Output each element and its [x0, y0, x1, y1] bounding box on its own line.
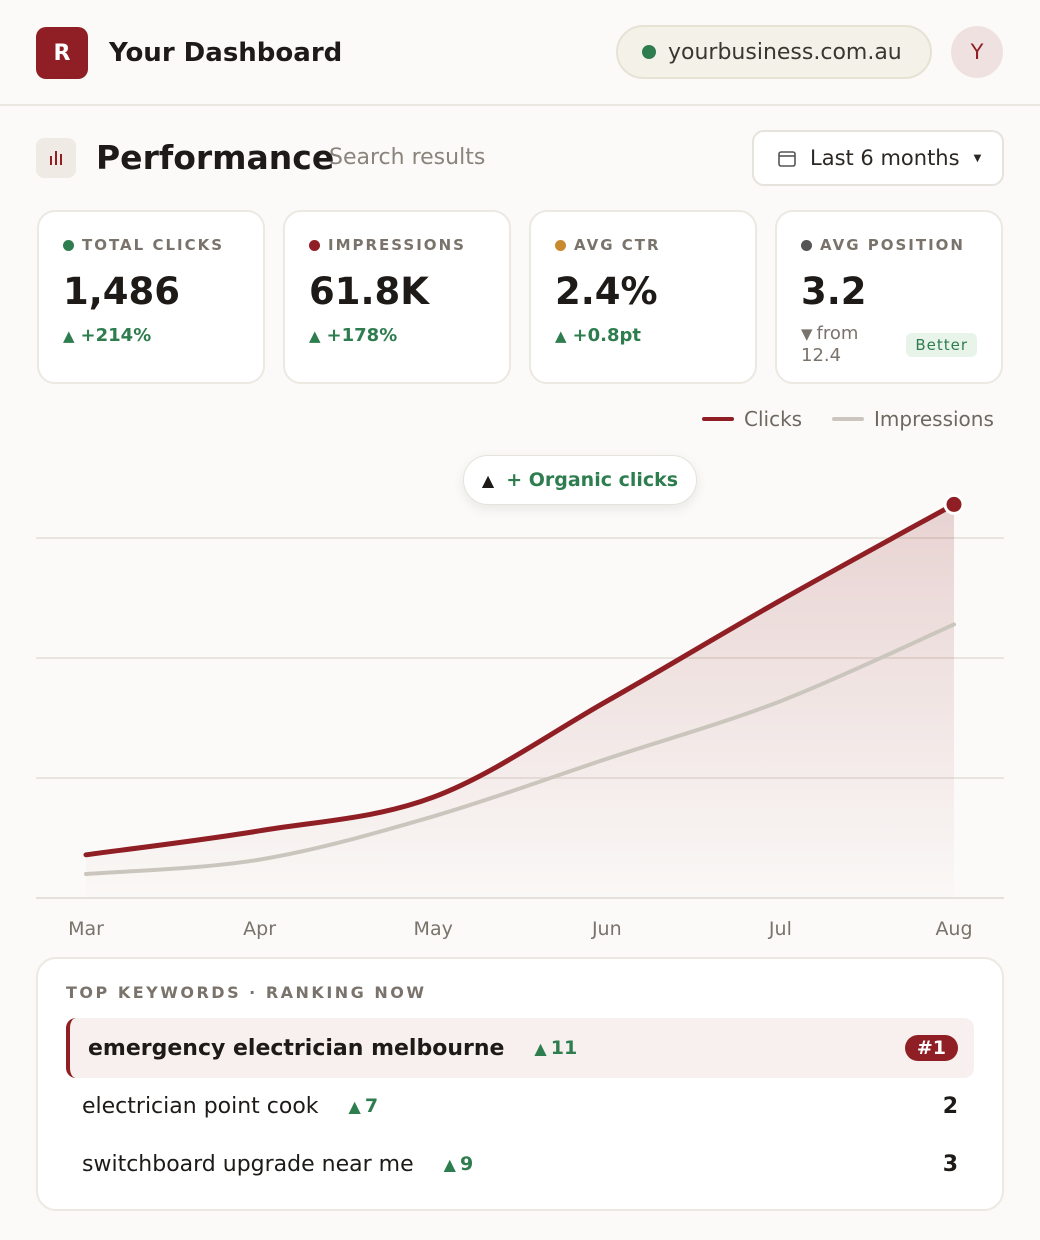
kpi-change: +0.8pt: [572, 325, 642, 346]
arrow-up: ▲: [534, 1039, 547, 1058]
section-title: Performance: [96, 138, 335, 177]
keyword-change-value: 7: [364, 1095, 379, 1117]
keyword-rank: #1: [904, 1035, 958, 1061]
kpi-label-row: AVG POSITION: [801, 236, 977, 254]
kpi-change: +214%: [80, 325, 152, 346]
range-select[interactable]: Last 6 months ▼: [752, 130, 1004, 186]
arrow-up: ▲: [555, 327, 567, 345]
arrow-up: ▲: [348, 1097, 361, 1116]
site-pill[interactable]: yourbusiness.com.au: [616, 25, 932, 79]
kpi-change: +178%: [326, 325, 398, 346]
divider: [0, 104, 1040, 106]
arrow-up: ▲: [443, 1155, 456, 1174]
line: [84, 622, 956, 876]
arrow-up: ▲: [309, 327, 321, 345]
title: Your Dashboard: [109, 38, 343, 68]
kpi-card: AVG POSITION 3.2 ▼ from 12.4 Better: [775, 210, 1003, 384]
x-tick-label: Jun: [591, 918, 622, 940]
keyword-rank: 3: [942, 1151, 958, 1177]
keyword-change: ▲ 9: [444, 1153, 474, 1175]
keywords-title: TOP KEYWORDS · RANKING NOW: [66, 983, 427, 1002]
perf-icon: [36, 138, 76, 178]
kpi-label: IMPRESSIONS: [328, 236, 466, 254]
keyword-change: ▲ 7: [349, 1095, 379, 1117]
kpi-dot: [63, 239, 74, 251]
kpi-label: TOTAL CLICKS: [82, 236, 225, 254]
legend-label: Clicks: [744, 407, 802, 431]
keyword: electrician point cook: [82, 1093, 319, 1119]
kpi-value: 61.8K: [309, 270, 429, 313]
kpi-label: AVG POSITION: [820, 236, 965, 254]
site: yourbusiness.com.au: [668, 39, 902, 65]
kpi-card: TOTAL CLICKS 1,486 ▲ +214%: [37, 210, 265, 384]
x-tick-label: May: [414, 918, 453, 940]
chart: Mar Apr May Jun Jul Aug Clicks Impressions: [36, 407, 1004, 940]
keyword-row: emergency electrician melbourne ▲ 11 #1: [66, 1018, 974, 1078]
keyword: switchboard upgrade near me: [82, 1151, 414, 1177]
keyword-row: switchboard upgrade near me ▲ 9 3: [66, 1134, 974, 1194]
keyword-change: ▲ 11: [534, 1037, 577, 1059]
annotation: ▲ + Organic clicks: [463, 455, 697, 505]
keyword-rank: 2: [942, 1093, 958, 1119]
kpi-label: AVG CTR: [574, 236, 661, 254]
kpi-change-text: from 12.4: [801, 323, 859, 366]
kpi-card: AVG CTR 2.4% ▲ +0.8pt: [529, 210, 757, 384]
x-tick-label: Aug: [935, 918, 972, 940]
kpi-change-row: ▲ +214%: [63, 325, 239, 346]
kpi-change-row: ▲ +0.8pt: [555, 325, 731, 346]
keywords-card: [36, 957, 1004, 1211]
kpi-badge: Better: [906, 333, 977, 357]
area-fill: [86, 504, 954, 898]
kpi-value: 3.2: [801, 270, 867, 313]
kpi-change: ▼ from 12.4: [801, 323, 881, 367]
line: [83, 501, 957, 858]
x-tick-label: Mar: [68, 918, 104, 940]
keyword-row: electrician point cook ▲ 7 2: [66, 1076, 974, 1136]
legend-label: Impressions: [874, 407, 994, 431]
kpi-dot: [555, 239, 566, 251]
logo: R: [36, 27, 88, 79]
kpi-change-row: ▼ from 12.4 Better: [801, 323, 977, 367]
kpi-label-row: IMPRESSIONS: [309, 236, 485, 254]
range: Last 6 months: [810, 146, 960, 170]
end-point: [943, 493, 965, 515]
kpi-dot: [801, 239, 812, 251]
kpi-change-row: ▲ +178%: [309, 325, 485, 346]
x-tick-label: Jul: [768, 918, 792, 940]
kpi-value: 1,486: [63, 270, 181, 313]
avatar[interactable]: Y: [951, 26, 1003, 78]
status-dot: [642, 45, 656, 59]
x-tick-label: Apr: [243, 918, 276, 940]
keyword: emergency electrician melbourne: [88, 1035, 505, 1061]
kpi-label-row: TOTAL CLICKS: [63, 236, 239, 254]
arrow-up: ▲: [63, 327, 75, 345]
section-subtitle: Search results: [329, 145, 486, 170]
arrow-down: ▼: [801, 325, 813, 343]
kpi-card: IMPRESSIONS 61.8K ▲ +178%: [283, 210, 511, 384]
kpi-value: 2.4%: [555, 270, 658, 313]
kpi-label-row: AVG CTR: [555, 236, 731, 254]
kpi-dot: [309, 239, 320, 251]
keyword-change-value: 11: [550, 1037, 578, 1059]
annotation-text: + Organic clicks: [506, 469, 679, 491]
keyword-change-value: 9: [459, 1153, 474, 1175]
